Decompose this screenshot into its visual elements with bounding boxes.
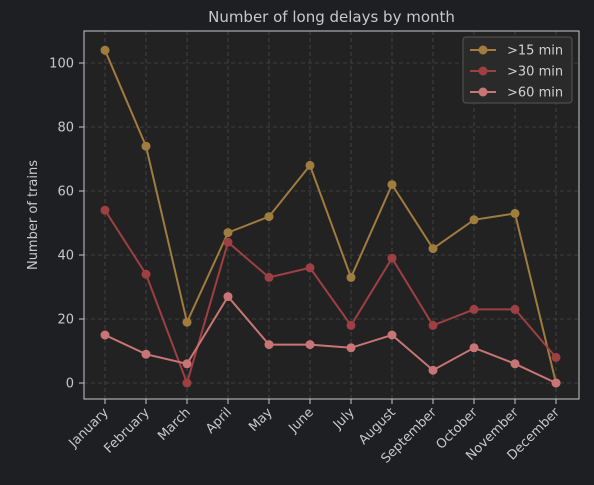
x-tick-label: February: [101, 405, 153, 457]
data-point: [141, 349, 151, 359]
data-point: [510, 304, 520, 314]
y-tick-label: 100: [49, 57, 74, 72]
data-point: [100, 45, 110, 55]
data-point: [510, 359, 520, 369]
legend-item: >60 min: [470, 86, 563, 101]
data-point: [182, 317, 192, 327]
series-layer: [100, 45, 561, 388]
legend-item: >30 min: [470, 65, 563, 80]
plot-frame: [83, 30, 580, 400]
data-point: [264, 340, 274, 350]
y-tick-label: 20: [57, 313, 74, 328]
series-line: [104, 294, 557, 384]
data-point: [305, 160, 315, 170]
x-tick-label: March: [155, 405, 194, 444]
data-point: [141, 141, 151, 151]
x-tick-label: April: [203, 405, 235, 437]
legend-label: >60 min: [507, 86, 563, 101]
data-point: [469, 304, 479, 314]
y-tick-label: 0: [66, 377, 74, 392]
data-point: [387, 253, 397, 263]
data-point: [551, 352, 561, 362]
data-point: [469, 343, 479, 353]
legend-item: >15 min: [470, 44, 563, 59]
data-point: [428, 320, 438, 330]
data-point: [428, 244, 438, 254]
data-point: [100, 330, 110, 340]
series-line: [104, 209, 557, 387]
data-point: [223, 228, 233, 238]
legend-label: >30 min: [507, 65, 563, 80]
legend-box: [462, 36, 573, 104]
y-tick-label: 40: [57, 249, 74, 264]
series-1: [100, 45, 561, 388]
y-axis-label: Number of trains: [26, 160, 41, 270]
series-line: [104, 49, 557, 384]
data-point: [469, 215, 479, 225]
legend-marker: [478, 45, 488, 55]
x-tick-label: May: [246, 405, 276, 435]
legend-marker: [478, 87, 488, 97]
y-tick-label: 80: [57, 121, 74, 136]
data-point: [428, 365, 438, 375]
data-point: [182, 378, 192, 388]
x-tick-label: June: [285, 405, 316, 436]
legend-label: >15 min: [507, 44, 563, 59]
data-point: [264, 272, 274, 282]
legend: >15 min >30 min >60 min: [462, 36, 573, 104]
data-point: [264, 212, 274, 222]
legend-marker: [478, 66, 488, 76]
data-point: [551, 378, 561, 388]
chart-title: Number of long delays by month: [208, 8, 455, 26]
data-point: [141, 269, 151, 279]
data-point: [346, 272, 356, 282]
data-point: [510, 208, 520, 218]
data-point: [387, 330, 397, 340]
data-point: [182, 359, 192, 369]
data-point: [346, 343, 356, 353]
data-point: [223, 292, 233, 302]
data-point: [223, 237, 233, 247]
y-tick-label: 60: [57, 185, 74, 200]
x-tick-label: July: [330, 405, 358, 433]
data-point: [387, 180, 397, 190]
series-2: [100, 205, 561, 388]
data-point: [346, 320, 356, 330]
data-point: [305, 263, 315, 273]
data-point: [305, 340, 315, 350]
series-3: [100, 292, 561, 388]
data-point: [100, 205, 110, 215]
